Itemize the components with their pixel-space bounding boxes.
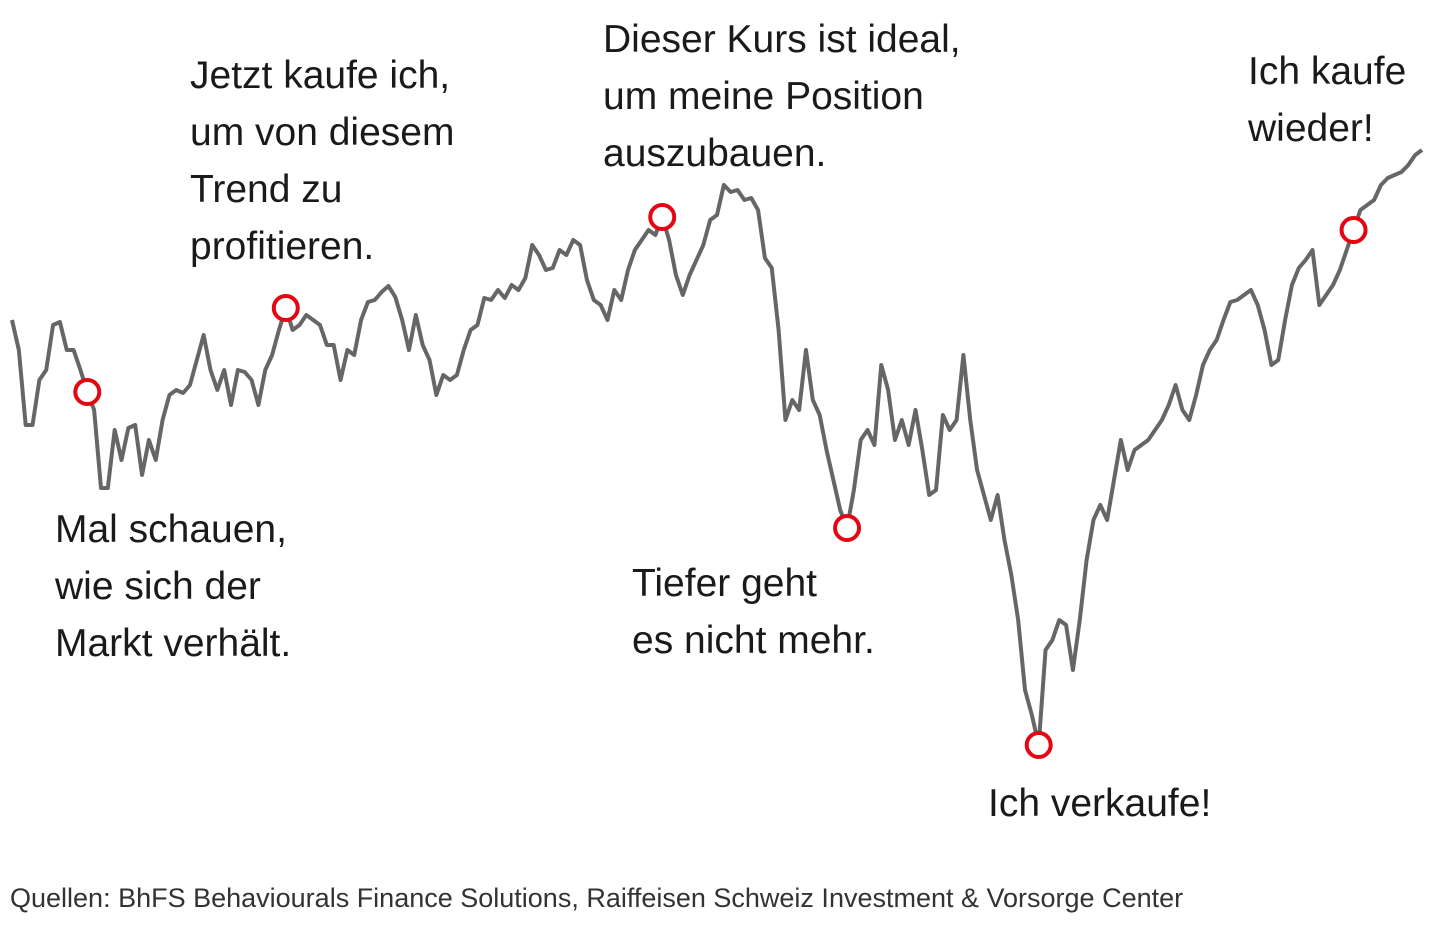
annotation-text: Markt verhält.: [55, 622, 291, 665]
annotation-text: um von diesem: [190, 111, 454, 154]
annotation-text: wieder!: [1247, 107, 1374, 150]
annotation-text: wie sich der: [54, 565, 261, 608]
marker: [648, 203, 677, 231]
price-line: [10, 148, 1424, 747]
marker: [833, 514, 862, 542]
source: Quellen: BhFS Behaviourals Finance Solut…: [10, 883, 1183, 913]
annotation-text: Mal schauen,: [55, 508, 287, 551]
annotation-text: es nicht mehr.: [632, 619, 875, 662]
marker: [73, 378, 102, 406]
annotation-text: profitieren.: [190, 225, 374, 268]
annotation-text: Jetzt kaufe ich,: [190, 54, 450, 97]
annotation-text: Tiefer geht: [632, 562, 817, 605]
annotation-text: Dieser Kurs ist ideal,: [603, 18, 961, 61]
annotation-text: Trend zu: [190, 168, 342, 211]
annotation-text: auszubauen.: [603, 132, 826, 175]
marker: [1024, 731, 1053, 759]
annotation-text: um meine Position: [603, 75, 924, 118]
annotation-text: Ich kaufe: [1248, 50, 1406, 93]
annotation-text: Ich verkaufe!: [988, 782, 1211, 825]
marker: [271, 294, 300, 322]
marker: [1339, 216, 1368, 244]
